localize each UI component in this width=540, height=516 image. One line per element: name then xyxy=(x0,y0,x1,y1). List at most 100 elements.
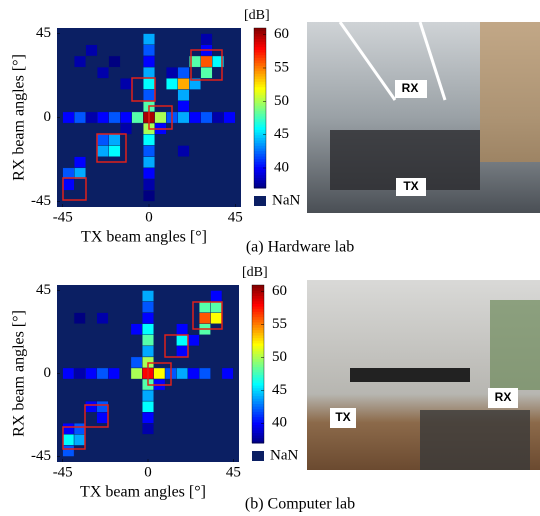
colorbar-tick-label: 50 xyxy=(272,349,287,365)
heatmap-cell xyxy=(176,368,187,379)
y-tick-label: 45 xyxy=(36,282,51,298)
heatmap-cell xyxy=(166,78,178,89)
heatmap-cell xyxy=(142,302,153,313)
colorbar-tick-label: 45 xyxy=(272,382,287,398)
heatmap-cell xyxy=(142,423,153,434)
heatmap-cell xyxy=(63,434,74,445)
heatmap-cell xyxy=(143,157,155,168)
y-tick-label: -45 xyxy=(31,448,51,464)
heatmap-cell xyxy=(86,45,98,56)
heatmap-cell xyxy=(74,434,85,445)
colorbar-tick-label: 45 xyxy=(274,126,289,142)
x-tick-label: -45 xyxy=(53,209,73,225)
x-tick-label: -45 xyxy=(53,464,73,480)
y-tick-label: 45 xyxy=(36,25,51,41)
y-axis-label: RX beam angles [°] xyxy=(11,310,28,437)
heatmap-cell xyxy=(97,145,109,156)
heatmap-cell xyxy=(211,313,222,324)
heatmap-cell xyxy=(201,112,213,123)
x-tick-label: 0 xyxy=(144,464,152,480)
heatmap-cell xyxy=(85,368,96,379)
heatmap-cell xyxy=(97,67,109,78)
heatmap-cell xyxy=(178,101,190,112)
heatmap-cell xyxy=(142,346,153,357)
x-tick-label: 45 xyxy=(228,209,243,225)
y-tick-label: 0 xyxy=(44,109,52,125)
heatmap-cell xyxy=(97,412,108,423)
heatmap-cell xyxy=(143,145,155,156)
heatmap-cell xyxy=(85,401,96,412)
heatmap-cell xyxy=(132,112,144,123)
heatmap-cell xyxy=(199,313,210,324)
heatmap-cell xyxy=(222,368,233,379)
colorbar-label: [dB] xyxy=(244,8,270,23)
heatmap-cell xyxy=(188,368,199,379)
heatmap-cell xyxy=(63,112,75,123)
heatmap-cell xyxy=(212,112,224,123)
heatmap-cell xyxy=(131,368,142,379)
heatmap-cell xyxy=(143,56,155,67)
nan-label: NaN xyxy=(270,447,298,463)
heatmap-cell xyxy=(97,112,109,123)
photo-hardware-lab xyxy=(307,22,540,213)
heatmap-cell xyxy=(155,112,167,123)
heatmap-cell xyxy=(189,112,201,123)
colorbar-tick-label: 60 xyxy=(272,283,287,299)
colorbar-segment xyxy=(254,28,266,31)
x-tick-label: 0 xyxy=(145,209,153,225)
heatmap-cell xyxy=(201,67,213,78)
heatmap-cell xyxy=(74,368,85,379)
heatmap-cell xyxy=(143,190,155,201)
heatmap-cell xyxy=(178,67,190,78)
y-tick-label: -45 xyxy=(31,193,51,209)
heatmap-cell xyxy=(143,45,155,56)
heatmap-cell xyxy=(120,112,132,123)
photo-label: TX xyxy=(335,410,350,424)
heatmap-cell xyxy=(86,112,98,123)
colorbar-tick-label: 55 xyxy=(272,316,287,332)
colorbar-tick-label: 40 xyxy=(272,415,287,431)
nan-label: NaN xyxy=(272,192,300,208)
heatmap-cell xyxy=(199,368,210,379)
heatmap-cell xyxy=(211,291,222,302)
heatmap-cell xyxy=(178,78,190,89)
heatmap-cell xyxy=(143,134,155,145)
heatmap-cell xyxy=(97,368,108,379)
colorbar-tick-label: 50 xyxy=(274,93,289,109)
x-axis-label: TX beam angles [°] xyxy=(80,484,206,501)
heatmap-cell xyxy=(201,56,213,67)
heatmap-cell xyxy=(142,412,153,423)
nan-swatch xyxy=(252,451,264,461)
heatmap-cell xyxy=(143,179,155,190)
heatmap-cell xyxy=(211,302,222,313)
heatmap-cell xyxy=(63,423,74,434)
heatmap-cell xyxy=(178,145,190,156)
heatmap-cell xyxy=(74,423,85,434)
heatmap-cell xyxy=(97,134,109,145)
photo-label: TX xyxy=(403,179,418,193)
colorbar-tick-label: 55 xyxy=(274,59,289,75)
heatmap-cell xyxy=(97,313,108,324)
heatmap-cell xyxy=(143,90,155,101)
heatmap-cell xyxy=(63,445,74,456)
heatmap-cell xyxy=(154,368,165,379)
colorbar-tick-label: 40 xyxy=(274,159,289,175)
heatmap-cell xyxy=(109,56,121,67)
heatmap-cell xyxy=(97,401,108,412)
heatmap-cell xyxy=(178,112,190,123)
heatmap-cell xyxy=(201,34,213,45)
y-tick-label: 0 xyxy=(44,365,52,381)
heatmap-cell xyxy=(176,335,187,346)
caption: (a) Hardware lab xyxy=(246,239,354,256)
y-axis-label: RX beam angles [°] xyxy=(11,54,28,181)
heatmap-cell xyxy=(109,112,121,123)
heatmap-cell xyxy=(108,368,119,379)
heatmap-cell xyxy=(143,168,155,179)
heatmap-cell xyxy=(224,112,236,123)
heatmap-cell xyxy=(188,335,199,346)
heatmap-cell xyxy=(142,324,153,335)
heatmap-cell xyxy=(120,78,132,89)
heatmap-cell xyxy=(74,56,86,67)
heatmap-cell xyxy=(199,302,210,313)
nan-swatch xyxy=(254,196,266,206)
